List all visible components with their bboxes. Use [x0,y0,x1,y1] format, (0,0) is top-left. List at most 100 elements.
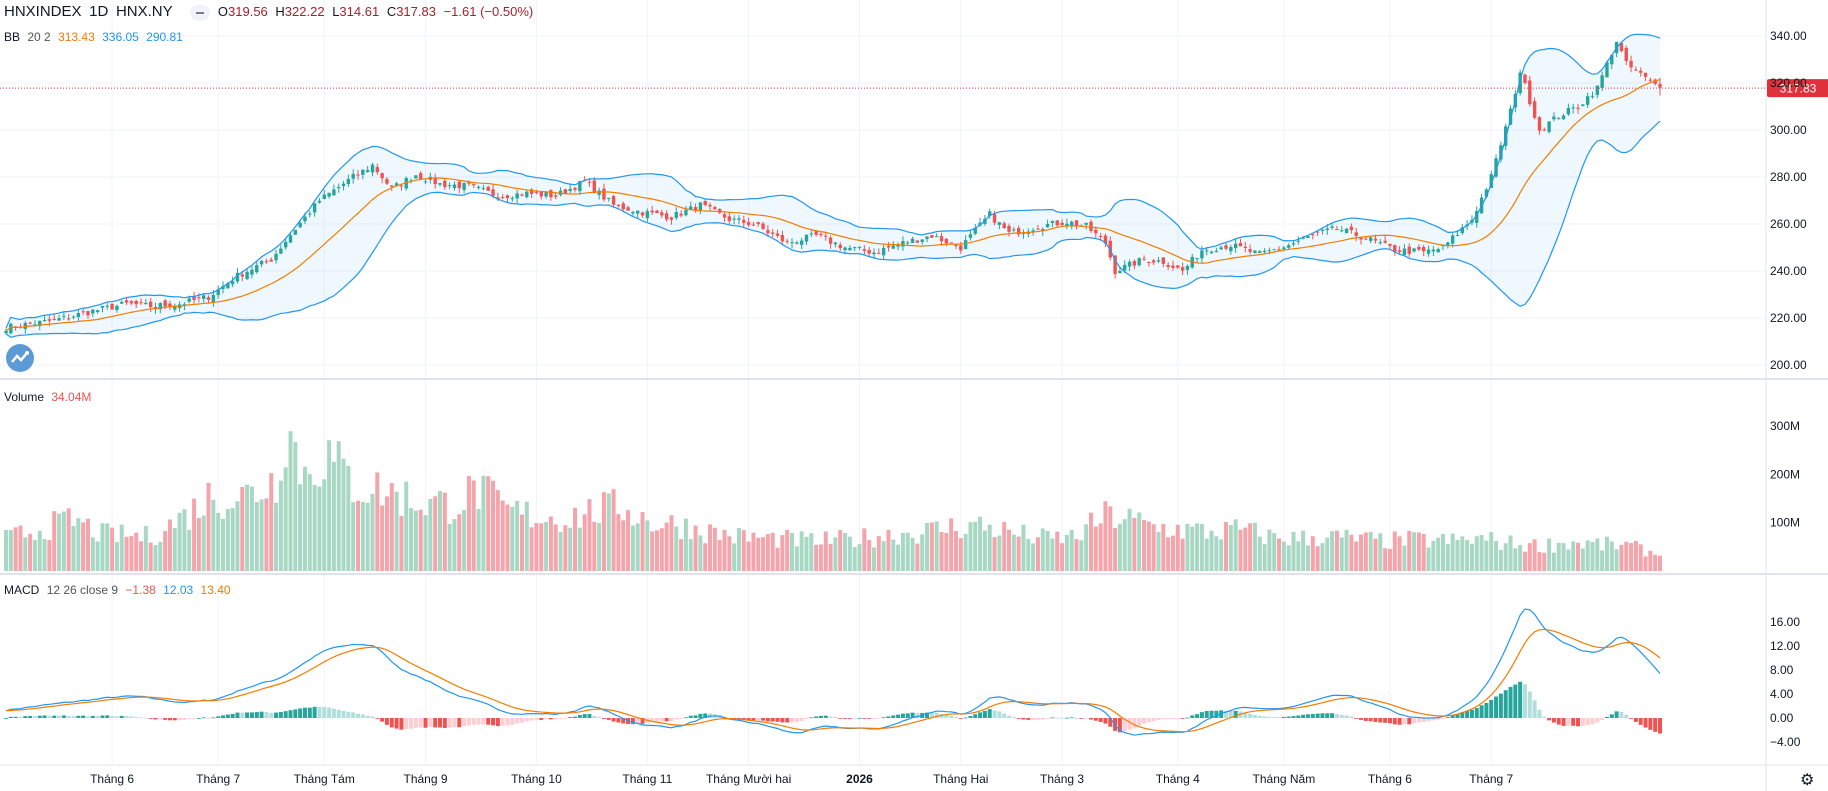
candle-body [1571,107,1575,109]
symbol-name[interactable]: HNXINDEX [4,3,82,20]
volume-bar [606,493,611,571]
bb-legend[interactable]: BB 20 2 313.43 336.05 290.81 [4,29,187,45]
volume-bar [987,524,992,571]
macd-legend[interactable]: MACD 12 26 close 9 −1.38 12.03 13.40 [4,582,235,598]
minus-icon[interactable] [190,4,211,21]
macd-histogram-bar [664,718,669,722]
macd-histogram-bar [288,710,293,718]
macd-histogram-bar [264,712,269,718]
volume-bar [1460,536,1465,571]
volume-bar [1098,523,1103,571]
candle-body [1089,221,1093,232]
candle-body [283,241,288,248]
volume-bar [298,484,303,571]
volume-bar [1016,536,1021,571]
candle-body [317,200,322,203]
macd-histogram-bar [476,718,481,725]
bb-upper-line [5,33,1661,329]
candle-body [423,181,428,183]
candle-body [245,271,249,280]
macd-series [4,608,1662,736]
macd-histogram-bar [1561,718,1566,726]
macd-histogram-bar [896,714,901,718]
macd-histogram-bar [1436,718,1441,720]
macd-histogram-bar [346,711,351,718]
volume-legend[interactable]: Volume 34.04M [4,389,95,405]
gear-icon[interactable]: ⚙ [1800,772,1815,789]
volume-bar [394,491,399,571]
interval-label[interactable]: 1D [89,3,109,20]
macd-histogram-bar [587,714,592,718]
candle-body [631,211,635,214]
candle-body [1094,229,1098,234]
macd-histogram-bar [630,718,635,725]
macd-histogram-bar [52,715,57,718]
volume-bar [838,530,843,571]
volume-bar [905,532,910,571]
candle-body [1383,240,1387,243]
volume-bar [4,529,8,571]
volume-bar [568,527,573,571]
bb-upper-value: 336.05 [102,30,139,44]
volume-bar [1175,524,1180,571]
macd-histogram-bar [592,715,597,718]
macd-histogram-bar [177,718,182,721]
macd-histogram-bar [100,715,105,718]
candle-body [1050,220,1055,223]
candle-body [433,177,437,185]
macd-histogram-bar [418,718,423,728]
volume-bar [524,501,529,571]
volume-bar [380,505,385,571]
macd-line [5,608,1661,736]
candle-body [1624,48,1628,61]
macd-histogram-bar [1190,715,1195,718]
macd-histogram-bar [1088,718,1093,720]
candle-body [660,212,664,216]
macd-histogram-bar [124,715,129,718]
macd-histogram-bar [553,718,558,720]
candle-body [906,242,910,244]
candle-body [799,240,804,245]
candle-body [124,300,129,303]
candle-body [322,194,326,200]
volume-bar [1113,527,1118,571]
candle-body [1166,265,1170,267]
macd-histogram-bar [659,718,664,722]
volume-bar [457,514,462,571]
macd-histogram-bar [23,716,28,718]
candle-body [1344,228,1349,234]
macd-histogram-bar [1392,718,1397,725]
candle-body [370,164,375,173]
volume-bar [158,541,163,571]
macd-histogram-bar [539,718,544,720]
candle-body [1422,247,1426,252]
volume-bar [1334,530,1339,571]
macd-histogram-bar [1484,702,1489,718]
volume-bar [626,510,631,571]
volume-bar [785,529,790,571]
macd-histogram-bar [302,707,307,718]
volume-bar [886,529,891,571]
volume-bar [57,513,62,571]
macd-histogram-bar [1445,717,1450,718]
macd-histogram-bar [1060,717,1065,719]
candle-body [771,232,775,234]
macd-histogram-bar [577,715,582,718]
macd-histogram-bar [1185,717,1190,719]
volume-bar [1494,540,1499,571]
volume-bar [669,515,674,571]
candle-body [1200,250,1204,259]
volume-bar [143,525,148,571]
tradingview-logo-icon[interactable] [6,344,34,372]
macd-histogram-bar [447,718,452,728]
volume-bar [804,536,809,571]
candle-body [250,269,254,275]
bb-label: BB [4,30,21,44]
macd-histogram-bar [804,718,809,720]
candle-body [120,301,124,304]
candle-body [872,252,876,255]
volume-bar [486,476,491,571]
volume-bar [1498,549,1503,571]
